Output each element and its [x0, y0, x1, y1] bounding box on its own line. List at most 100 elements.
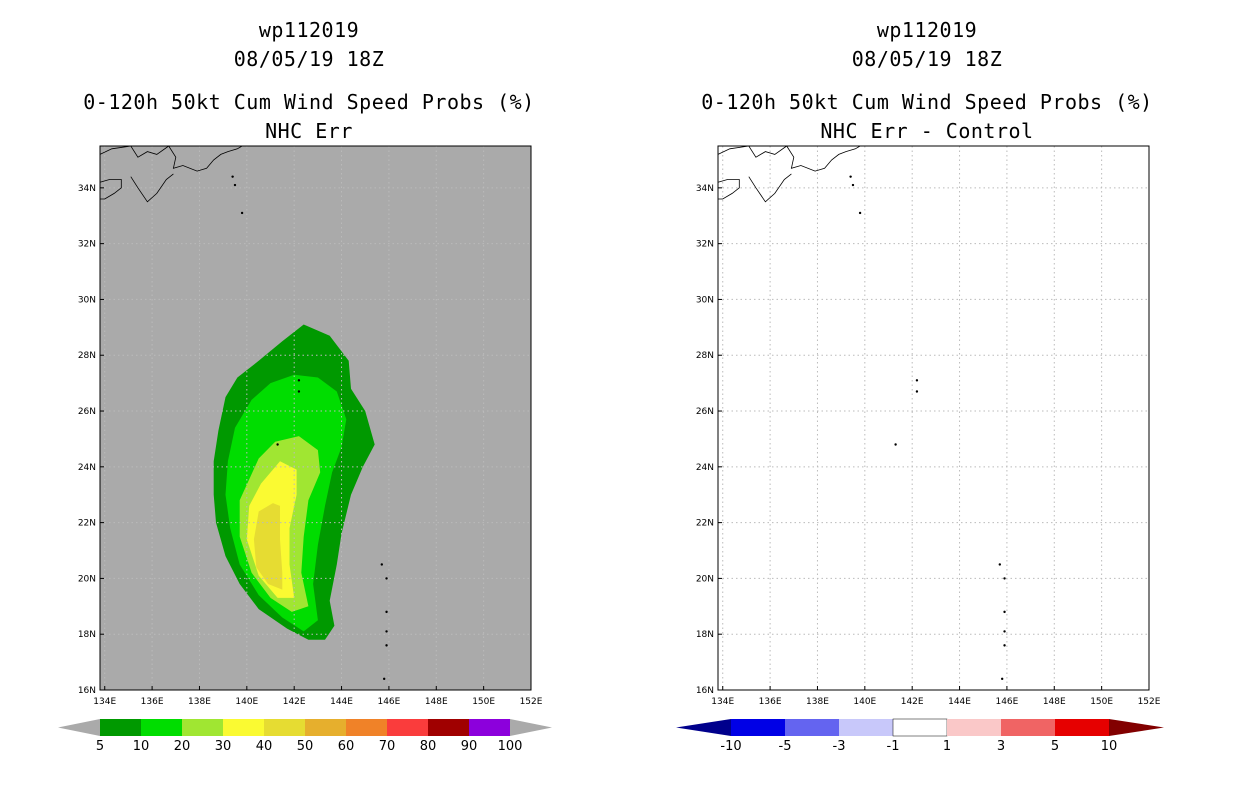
colorbar-label: 10	[133, 739, 150, 754]
x-tick-label: 150E	[472, 697, 495, 707]
coastline	[748, 173, 792, 203]
left-chart-panel: wp112019 08/05/19 18Z 0-120h 50kt Cum Wi…	[58, 18, 552, 754]
x-tick-label: 144E	[330, 697, 353, 707]
y-tick-label: 22N	[78, 519, 96, 529]
y-tick-label: 16N	[78, 686, 96, 696]
y-tick-label: 18N	[78, 630, 96, 640]
colorbar-low-arrow	[676, 719, 731, 736]
coastline	[717, 179, 740, 200]
island	[894, 443, 897, 446]
colorbar-label: 70	[379, 739, 396, 754]
x-tick-label: 150E	[1090, 697, 1113, 707]
plot-area	[718, 146, 1149, 690]
colorbar-segment	[785, 719, 839, 736]
y-tick-label: 24N	[78, 463, 96, 473]
colorbar-label: 1	[943, 739, 951, 754]
island	[385, 610, 388, 614]
colorbar-label: 30	[215, 739, 232, 754]
x-tick-label: 138E	[188, 697, 211, 707]
colorbar-label: -10	[720, 739, 741, 754]
island	[915, 390, 919, 393]
colorbar-segment	[223, 719, 264, 736]
colorbar-segment	[182, 719, 223, 736]
difference-map: 134E 136E 138E 140E 142E 144E 146E 148E 150E 152E…	[696, 145, 1161, 707]
storm-id-title: wp112019	[258, 18, 360, 42]
colorbar-segment	[839, 719, 893, 736]
y-tick-label: 28N	[696, 351, 714, 361]
x-tick-label: 152E	[520, 697, 543, 707]
island	[297, 379, 301, 382]
y-tick-label: 20N	[696, 574, 714, 584]
y-tick-label: 26N	[78, 407, 96, 417]
colorbar-segment	[387, 719, 428, 736]
right-chart-panel: wp112019 08/05/19 18Z 0-120h 50kt Cum Wi…	[618, 0, 1236, 800]
x-tick-label: 136E	[759, 697, 782, 707]
colorbar-label: 100	[498, 739, 523, 754]
colorbar-segment	[731, 719, 785, 736]
colorbar-segment	[305, 719, 346, 736]
y-tick-label: 34N	[696, 184, 714, 194]
colorbar-label: 80	[420, 739, 437, 754]
storm-id-title: wp112019	[876, 18, 978, 42]
island	[998, 563, 1002, 566]
x-tick-label: 146E	[995, 697, 1018, 707]
colorbar-segment	[100, 719, 141, 736]
x-tick-label: 146E	[377, 697, 400, 707]
difference-colorbar: -10 -5 -3 -1 1 3 5 10	[676, 718, 1164, 754]
colorbar-segment	[428, 719, 469, 736]
colorbar-segment	[947, 719, 1001, 736]
island	[849, 175, 852, 178]
x-tick-label: 144E	[948, 697, 971, 707]
x-tick-label: 136E	[141, 697, 164, 707]
probability-map: 134E 136E 138E 140E 142E 144E 146E 148E 150E 152E…	[78, 145, 543, 707]
x-tick-label: 138E	[806, 697, 829, 707]
colorbar-segment	[892, 718, 948, 737]
colorbar-segment	[264, 719, 305, 736]
plot-frame	[99, 145, 532, 691]
x-tick-label: 142E	[283, 697, 306, 707]
colorbar-label: 5	[96, 739, 104, 754]
island	[380, 563, 384, 566]
colorbar-label: 60	[338, 739, 355, 754]
y-tick-label: 20N	[78, 574, 96, 584]
y-tick-label: 30N	[696, 295, 714, 305]
colorbar-label: 20	[174, 739, 191, 754]
island	[385, 644, 388, 647]
island	[915, 379, 919, 382]
island	[1003, 630, 1006, 633]
colorbar-label: 5	[1051, 739, 1059, 754]
colorbar-segment	[469, 719, 510, 736]
product-title: 0-120h 50kt Cum Wind Speed Probs (%)	[701, 90, 1153, 114]
colorbar-label: -3	[833, 739, 846, 754]
y-tick-label: 32N	[696, 240, 714, 250]
island	[382, 677, 386, 681]
x-tick-label: 152E	[1138, 697, 1161, 707]
island	[385, 630, 388, 633]
x-tick-label: 134E	[93, 697, 116, 707]
colorbar-label: -5	[779, 739, 792, 754]
colorbar-group: -10 -5 -3 -1 1 3 5 10	[676, 718, 1164, 754]
y-tick-label: 32N	[78, 240, 96, 250]
coastline	[130, 173, 174, 203]
island	[231, 175, 234, 178]
x-tick-label: 140E	[235, 697, 258, 707]
coastline	[717, 145, 861, 172]
island	[1003, 610, 1006, 614]
probability-colorbar: 5 10 20 30 40 50 60 70 80 90 100	[58, 719, 552, 754]
island	[233, 183, 237, 187]
y-tick-label: 30N	[78, 295, 96, 305]
x-tick-label: 148E	[425, 697, 448, 707]
island	[851, 183, 855, 187]
product-title: 0-120h 50kt Cum Wind Speed Probs (%)	[83, 90, 535, 114]
colorbar-label: -1	[887, 739, 900, 754]
colorbar-low-arrow	[58, 719, 100, 736]
island	[1003, 644, 1006, 647]
colorbar-label: 3	[997, 739, 1005, 754]
x-tick-label: 142E	[901, 697, 924, 707]
island	[297, 390, 301, 393]
island	[385, 577, 388, 580]
island	[240, 211, 244, 215]
coastline	[99, 179, 122, 200]
island	[1003, 577, 1006, 580]
colorbar-label: 90	[461, 739, 478, 754]
